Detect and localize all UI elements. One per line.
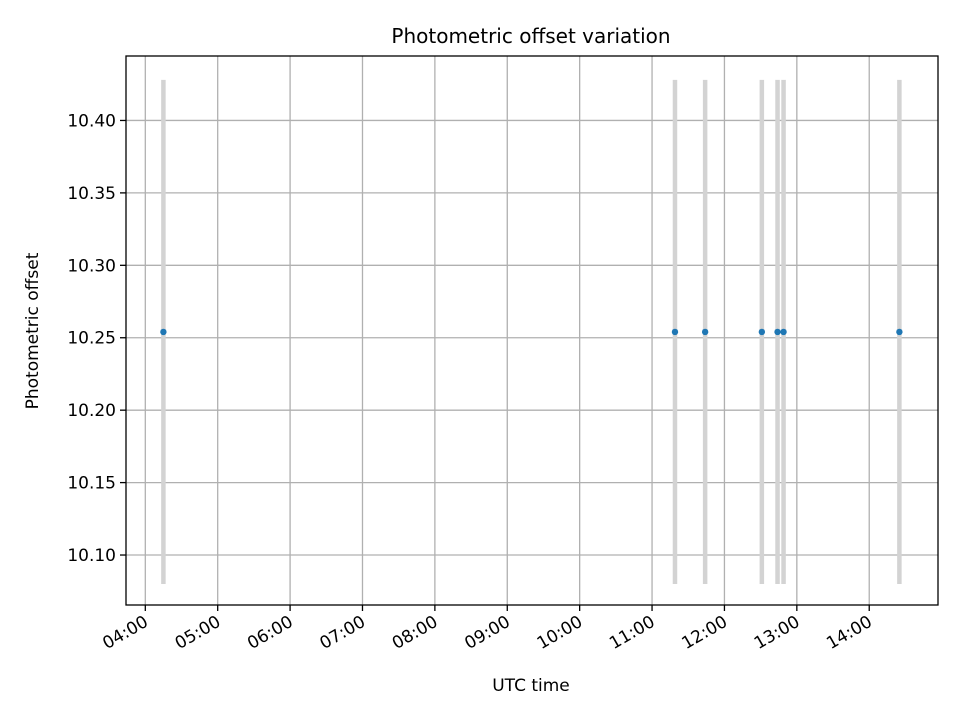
data-point [774, 328, 781, 336]
data-point [701, 328, 709, 336]
y-tick-label: 10.15 [67, 474, 116, 494]
x-tick-label: 14:00 [823, 612, 875, 654]
x-tick-label: 06:00 [244, 612, 296, 654]
x-tick-label: 04:00 [99, 612, 151, 654]
x-tick-label: 09:00 [461, 612, 513, 654]
error-bars [161, 79, 902, 584]
y-tick-label: 10.40 [67, 111, 116, 131]
y-tick-label: 10.25 [67, 329, 116, 349]
y-tick-label: 10.10 [67, 546, 116, 566]
data-point [671, 328, 679, 336]
plot-area-frame [125, 55, 939, 606]
y-axis-label: Photometric offset [23, 252, 43, 409]
y-tick-label: 10.30 [67, 256, 116, 276]
y-tick-label: 10.20 [67, 401, 116, 421]
grid [126, 56, 938, 605]
x-tick-label: 11:00 [606, 612, 658, 654]
x-tick-label: 07:00 [317, 612, 369, 654]
x-tick-label: 12:00 [679, 612, 731, 654]
y-tick-label: 10.35 [67, 184, 116, 204]
x-tick-label: 05:00 [172, 612, 224, 654]
x-tick-label: 08:00 [389, 612, 441, 654]
data-points [160, 328, 903, 336]
x-tick-label: 10:00 [534, 612, 586, 654]
data-point [160, 328, 167, 336]
data-point [758, 328, 766, 336]
x-tick-label: 13:00 [751, 612, 803, 654]
chart-title: Photometric offset variation [391, 24, 670, 48]
data-point [896, 328, 903, 336]
data-point [780, 328, 787, 336]
x-axis-label: UTC time [492, 676, 570, 696]
